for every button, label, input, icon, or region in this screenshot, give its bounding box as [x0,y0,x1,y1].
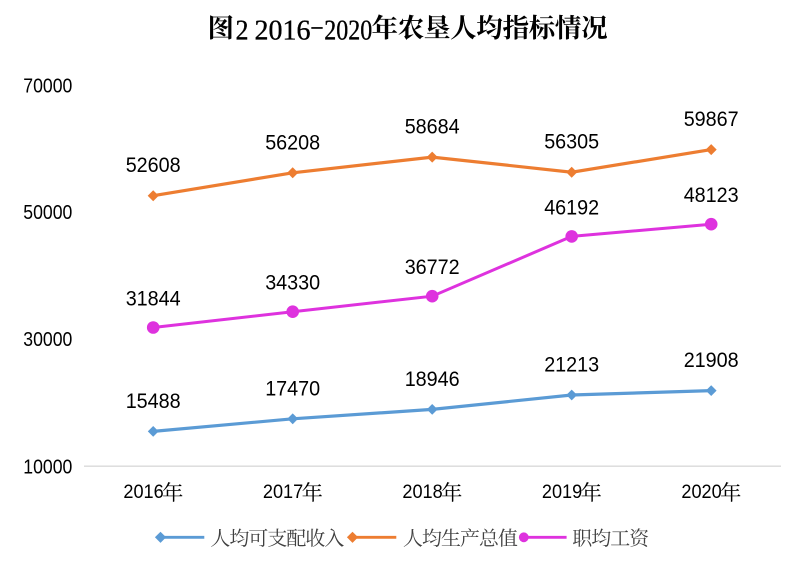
svg-text:56305: 56305 [544,130,599,154]
svg-text:2017: 2017 [263,481,303,503]
svg-text:30000: 30000 [23,328,72,351]
svg-text:21213: 21213 [544,353,599,377]
svg-text:2019: 2019 [542,481,582,503]
svg-text:58684: 58684 [405,115,460,139]
svg-text:70000: 70000 [23,74,72,97]
svg-text:17470: 17470 [265,376,320,400]
svg-text:2016: 2016 [255,15,311,47]
svg-text:2016: 2016 [123,481,163,503]
svg-text:2: 2 [236,15,249,47]
svg-text:2020: 2020 [324,15,372,47]
svg-text:21908: 21908 [684,348,739,372]
svg-text:56208: 56208 [265,130,320,154]
svg-text:46192: 46192 [544,195,599,219]
svg-text:18946: 18946 [405,367,460,391]
svg-text:59867: 59867 [684,107,739,131]
svg-text:34330: 34330 [265,271,320,295]
svg-text:36772: 36772 [405,255,460,279]
svg-text:50000: 50000 [23,201,72,224]
svg-text:48123: 48123 [684,183,739,207]
svg-text:52608: 52608 [126,153,181,177]
svg-text:2020: 2020 [681,481,721,503]
svg-text:2018: 2018 [402,481,442,503]
svg-text:31844: 31844 [126,287,181,311]
svg-text:10000: 10000 [23,455,72,478]
svg-text:15488: 15488 [126,389,181,413]
